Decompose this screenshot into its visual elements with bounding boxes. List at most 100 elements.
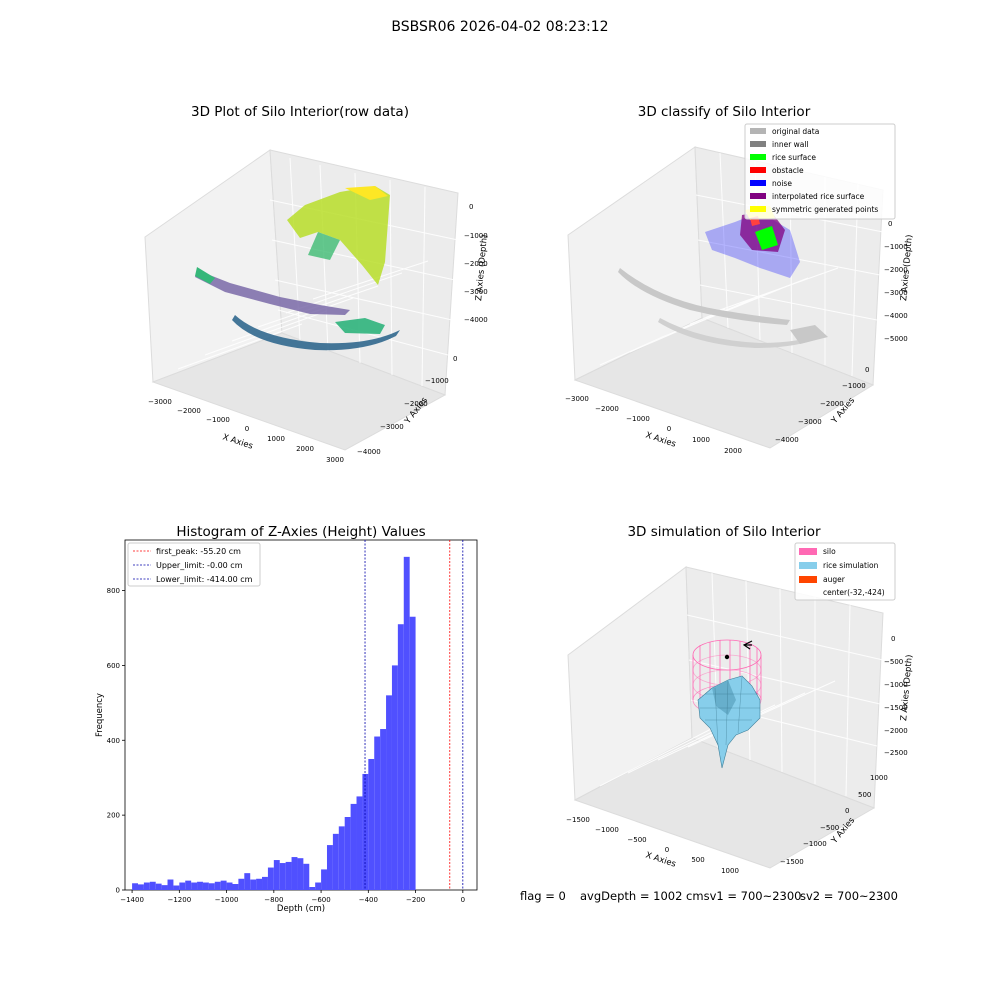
status-avg-depth: avgDepth = 1002 cmsv1 = 700~2300 [580,889,802,903]
raw-right-green [335,318,385,334]
histogram-bar [297,858,304,890]
svg-text:−4000: −4000 [357,448,381,456]
histogram-bar [202,882,209,890]
histogram-bar [267,867,274,890]
svg-text:0: 0 [888,220,892,228]
svg-text:−1000: −1000 [425,377,449,385]
simulation-legend-box [794,542,896,601]
histogram-bar [273,860,280,890]
histogram-y-tick-label: 400 [107,737,120,745]
histogram-bar [344,817,351,890]
auger-marker [742,640,753,650]
histogram-x-tick-label: −800 [264,896,283,904]
svg-text:obstacle: obstacle [772,166,804,175]
svg-text:inner wall: inner wall [772,140,809,149]
histogram-bar [409,616,416,890]
histogram-y-tick-label: 0 [116,887,120,895]
svg-text:0: 0 [865,366,869,374]
raw-left-band-teal [195,267,215,284]
histogram-bar [332,833,339,890]
svg-text:−500: −500 [884,658,903,666]
svg-text:−500: −500 [627,836,646,844]
svg-text:−3000: −3000 [464,288,488,296]
histogram-bar [303,863,310,890]
svg-text:0: 0 [891,635,895,643]
svg-text:1000: 1000 [870,774,888,782]
svg-text:−1000: −1000 [884,681,908,689]
svg-text:−500: −500 [820,824,839,832]
raw-floor-pane [151,332,447,451]
classify-panel: 3D classify of Silo Interior original da… [565,104,915,455]
histogram-bar [143,882,150,890]
raw-scatter-panel: 3D Plot of Silo Interior(row data) −3000… [144,104,490,464]
histogram-bar [391,665,398,890]
rice-surface-mesh [700,676,760,746]
svg-text:−1000: −1000 [464,232,488,240]
histogram-panel: Histogram of Z-Axies (Height) Values −14… [95,524,478,914]
svg-text:−2000: −2000 [595,405,619,413]
simulation-panel: 3D simulation of Silo Interior [566,524,915,875]
histogram-bar [338,826,345,890]
histogram-bar [161,885,168,890]
svg-text:1000: 1000 [721,867,739,875]
svg-text:−2000: −2000 [820,400,844,408]
svg-text:auger: auger [823,575,846,584]
raw-x-ticks: −3000 −2000 −1000 0 1000 2000 3000 [148,398,344,464]
svg-text:−3000: −3000 [884,289,908,297]
histogram-bar [155,883,162,890]
rice-surface-shade [712,680,736,715]
histogram-bar [191,882,198,890]
svg-text:500: 500 [691,856,704,864]
classify-right-wall [790,325,828,344]
raw-top-highlight [345,186,388,200]
sim-y-ticks: 1000 500 0 −500 −1000 −1500 [780,774,888,866]
raw-top-teal [308,232,340,260]
simulation-legend: silo rice simulation auger center(-32,-4… [794,542,896,601]
legend-lower-limit: Lower_limit: -414.00 cm [156,575,253,584]
svg-text:−3000: −3000 [565,395,589,403]
svg-text:−2500: −2500 [884,749,908,757]
sim-x-label: X Axies [644,850,677,869]
histogram-x-tick-label: −1000 [215,896,239,904]
svg-text:−1000: −1000 [626,415,650,423]
classify-x-label: X Axies [644,430,677,449]
svg-text:interpolated rice surface: interpolated rice surface [772,192,865,201]
raw-top-cluster [287,186,390,285]
svg-text:center(-32,-424): center(-32,-424) [823,588,885,597]
classify-rice-surface [755,226,778,250]
histogram-y-tick-label: 600 [107,662,120,670]
histogram-bar [403,556,410,890]
legend-first-peak: first_peak: -55.20 cm [156,547,241,556]
raw-bottom-arc [232,315,400,351]
svg-text:original data: original data [772,127,819,136]
histogram-legend: first_peak: -55.20 cm Upper_limit: -0.00… [127,542,261,587]
histogram-x-tick-label: −1400 [120,896,144,904]
histogram-bar [285,861,292,890]
svg-text:noise: noise [772,179,792,188]
histogram-bar [321,869,327,890]
histogram-x-tick-label: −400 [359,896,378,904]
histogram-bar [309,887,316,890]
histogram-x-tick-label: −600 [311,896,330,904]
svg-text:−1000: −1000 [842,382,866,390]
svg-text:−1000: −1000 [595,826,619,834]
histogram-legend-box [127,542,261,587]
svg-text:−1000: −1000 [803,840,827,848]
svg-text:−2000: −2000 [884,727,908,735]
svg-text:2000: 2000 [296,445,314,453]
histogram-bar [356,796,363,890]
svg-text:2000: 2000 [724,447,742,455]
svg-text:−4000: −4000 [884,312,908,320]
svg-text:rice simulation: rice simulation [823,561,879,570]
histogram-bar [208,883,215,890]
histogram-bar [214,881,221,890]
histogram-bar [262,876,268,890]
svg-text:−4000: −4000 [464,316,488,324]
svg-text:500: 500 [858,791,871,799]
svg-text:−3000: −3000 [148,398,172,406]
classify-original-arc [618,268,790,325]
classify-legend-box [744,123,896,220]
svg-text:−3000: −3000 [380,423,404,431]
histogram-bar [220,880,227,890]
